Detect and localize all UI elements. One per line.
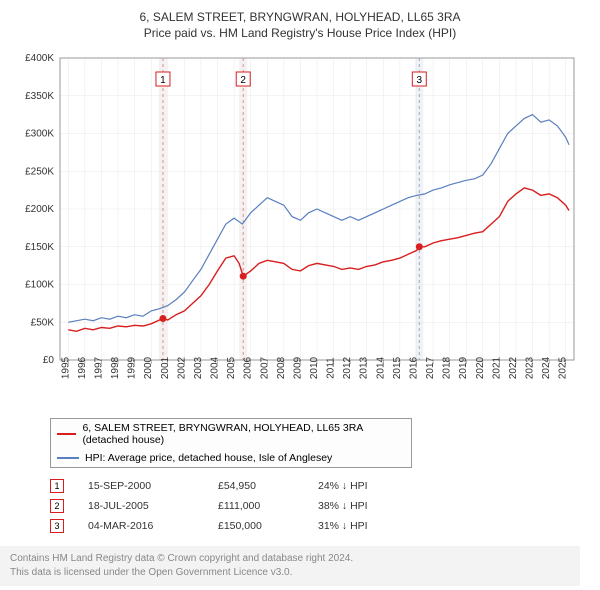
svg-text:£50K: £50K — [31, 317, 55, 328]
svg-text:2023: 2023 — [525, 356, 536, 379]
svg-text:2021: 2021 — [491, 356, 502, 379]
sale-price: £150,000 — [218, 520, 318, 532]
svg-text:2016: 2016 — [408, 356, 419, 379]
svg-text:2002: 2002 — [176, 356, 187, 379]
sale-delta: 38% ↓ HPI — [318, 500, 438, 512]
sales-table: 1 15-SEP-2000£54,95024% ↓ HPI 2 18-JUL-2005… — [50, 476, 590, 536]
svg-text:2013: 2013 — [359, 356, 370, 379]
svg-text:2011: 2011 — [326, 357, 337, 379]
svg-text:2012: 2012 — [342, 356, 353, 379]
svg-text:2003: 2003 — [193, 356, 204, 379]
footer: Contains HM Land Registry data © Crown c… — [0, 546, 580, 586]
legend-label: 6, SALEM STREET, BRYNGWRAN, HOLYHEAD, LL… — [82, 422, 405, 446]
svg-text:£400K: £400K — [25, 53, 54, 64]
sale-delta: 24% ↓ HPI — [318, 480, 438, 492]
svg-text:£150K: £150K — [25, 242, 54, 253]
svg-text:2022: 2022 — [508, 356, 519, 379]
svg-text:2005: 2005 — [226, 356, 237, 379]
sale-delta: 31% ↓ HPI — [318, 520, 438, 532]
svg-text:£0: £0 — [43, 355, 55, 366]
svg-text:2015: 2015 — [392, 356, 403, 379]
svg-text:2014: 2014 — [375, 356, 386, 379]
svg-text:2008: 2008 — [276, 356, 287, 379]
sale-date: 18-JUL-2005 — [88, 500, 218, 512]
svg-text:2006: 2006 — [243, 356, 254, 379]
svg-text:2020: 2020 — [475, 356, 486, 379]
svg-text:2007: 2007 — [259, 356, 270, 379]
svg-text:1: 1 — [160, 75, 166, 86]
sale-price: £54,950 — [218, 480, 318, 492]
chart-svg: 1 2 3 £0 £50K £100K £150K £200K £250K £300K £350K £… — [18, 50, 578, 410]
footer-line1: Contains HM Land Registry data © Crown c… — [10, 552, 570, 566]
svg-text:1995: 1995 — [60, 356, 71, 379]
sale-price: £111,000 — [218, 500, 318, 512]
svg-text:2: 2 — [240, 75, 246, 86]
title-line1: 6, SALEM STREET, BRYNGWRAN, HOLYHEAD, LL… — [10, 10, 590, 24]
svg-text:1997: 1997 — [93, 356, 104, 379]
legend-row: 6, SALEM STREET, BRYNGWRAN, HOLYHEAD, LL… — [51, 419, 411, 449]
chart-container: 6, SALEM STREET, BRYNGWRAN, HOLYHEAD, LL… — [0, 0, 600, 536]
sale-date: 15-SEP-2000 — [88, 480, 218, 492]
legend-row: HPI: Average price, detached house, Isle… — [51, 449, 411, 467]
legend-swatch — [57, 433, 76, 435]
title-line2: Price paid vs. HM Land Registry's House … — [10, 26, 590, 40]
svg-text:2018: 2018 — [442, 356, 453, 379]
svg-text:£300K: £300K — [25, 129, 54, 140]
svg-text:2017: 2017 — [425, 356, 436, 379]
svg-text:£200K: £200K — [25, 204, 54, 215]
sale-marker: 2 — [50, 499, 64, 513]
sale-row: 1 15-SEP-2000£54,95024% ↓ HPI — [50, 476, 590, 496]
svg-text:£100K: £100K — [25, 280, 54, 291]
svg-text:2010: 2010 — [309, 356, 320, 379]
sale-marker: 1 — [50, 479, 64, 493]
svg-text:1999: 1999 — [127, 356, 138, 379]
svg-text:£350K: £350K — [25, 91, 54, 102]
sale-row: 3 04-MAR-2016£150,00031% ↓ HPI — [50, 516, 590, 536]
legend-box: 6, SALEM STREET, BRYNGWRAN, HOLYHEAD, LL… — [50, 418, 412, 468]
svg-text:2000: 2000 — [143, 356, 154, 379]
legend-swatch — [57, 457, 79, 459]
svg-text:2009: 2009 — [292, 356, 303, 379]
svg-text:2004: 2004 — [210, 356, 221, 379]
svg-text:2019: 2019 — [458, 356, 469, 379]
legend-label: HPI: Average price, detached house, Isle… — [85, 452, 332, 464]
svg-text:1998: 1998 — [110, 356, 121, 379]
svg-text:2025: 2025 — [558, 356, 569, 379]
sale-row: 2 18-JUL-2005£111,00038% ↓ HPI — [50, 496, 590, 516]
svg-text:2001: 2001 — [160, 356, 171, 379]
svg-text:1996: 1996 — [77, 356, 88, 379]
sale-marker: 3 — [50, 519, 64, 533]
footer-line2: This data is licensed under the Open Gov… — [10, 566, 570, 580]
chart-area: 1 2 3 £0 £50K £100K £150K £200K £250K £300K £350K £… — [18, 50, 578, 410]
sale-date: 04-MAR-2016 — [88, 520, 218, 532]
svg-text:2024: 2024 — [541, 356, 552, 379]
svg-text:£250K: £250K — [25, 166, 54, 177]
svg-text:3: 3 — [417, 75, 423, 86]
